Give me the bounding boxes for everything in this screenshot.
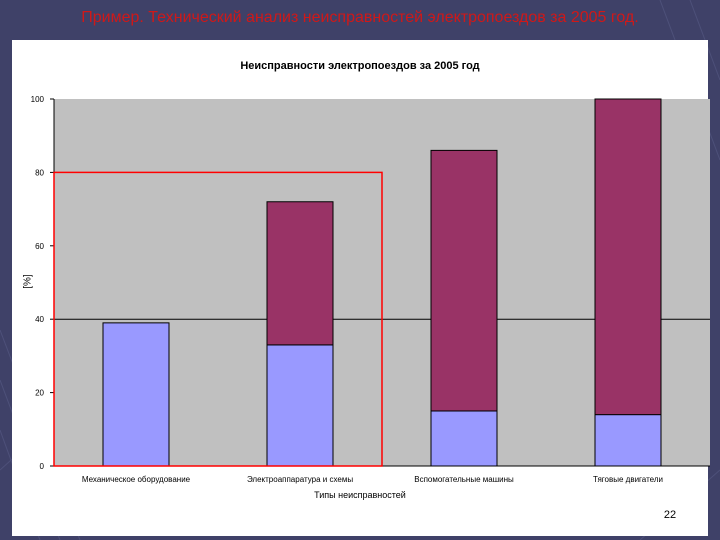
highlight-box — [53, 171, 383, 467]
y-tick-label: 20 — [35, 389, 44, 398]
y-tick-label: 60 — [35, 242, 44, 251]
bar-lower-segment — [594, 414, 662, 467]
x-tick-label: Вспомогательные машины — [414, 475, 514, 484]
bar-lower-segment — [430, 410, 498, 467]
chart-title: Неисправности электропоездов за 2005 год — [240, 60, 480, 72]
slide-title: Пример. Технический анализ неисправносте… — [81, 9, 639, 26]
x-tick-label: Тяговые двигатели — [593, 475, 663, 484]
y-tick-label: 40 — [35, 315, 44, 324]
bar-upper-segment — [594, 98, 662, 416]
bar-upper-segment — [430, 149, 498, 412]
x-tick-label: Механическое оборудование — [82, 475, 191, 484]
bar-lower-segment — [266, 344, 334, 467]
y-axis-label: [%] — [22, 274, 34, 289]
bar-upper-segment — [266, 201, 334, 346]
y-tick-label: 0 — [40, 462, 45, 471]
y-tick-label: 100 — [31, 95, 45, 104]
x-tick-label: Электроаппаратура и схемы — [247, 475, 353, 484]
slide-number: 22 — [663, 509, 677, 521]
x-axis-label: Типы неисправностей — [314, 490, 406, 500]
bar-lower-segment — [102, 322, 170, 467]
y-tick-label: 80 — [35, 168, 44, 177]
